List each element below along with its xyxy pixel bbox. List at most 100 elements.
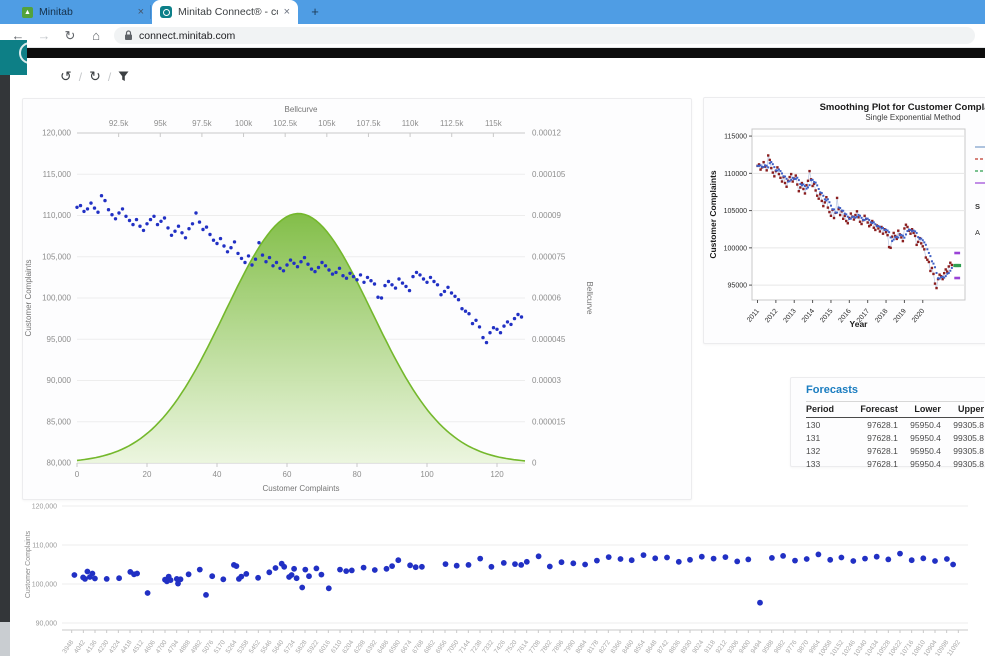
svg-text:115k: 115k (485, 119, 503, 128)
table-cell: 99305.8 (953, 458, 984, 469)
svg-text:5264: 5264 (225, 639, 239, 655)
history-icon[interactable]: ↺ (60, 68, 72, 84)
column-header: Lower (897, 401, 941, 418)
svg-text:105k: 105k (318, 119, 336, 128)
svg-text:9776: 9776 (785, 639, 799, 655)
svg-text:0: 0 (75, 470, 80, 479)
table-cell: 131 (806, 432, 821, 443)
svg-text:0.00003: 0.00003 (532, 376, 561, 385)
svg-text:2018: 2018 (874, 308, 889, 325)
legend: SA (975, 146, 985, 237)
table-cell: 99305.8 (953, 432, 984, 443)
svg-text:7144: 7144 (458, 639, 472, 655)
bottom-scatter-chart: 90,000100,000110,000120,0003948404241364… (25, 504, 968, 656)
svg-text:9024: 9024 (691, 639, 705, 655)
scatter-points (75, 194, 524, 345)
svg-text:0.000015: 0.000015 (532, 417, 566, 426)
back-icon[interactable]: ← (11, 28, 25, 43)
svg-text:8648: 8648 (645, 639, 659, 655)
svg-text:110,000: 110,000 (32, 543, 57, 550)
svg-text:11092: 11092 (946, 639, 962, 656)
smoothing-series (756, 154, 954, 290)
svg-text:5076: 5076 (201, 639, 215, 655)
svg-text:110k: 110k (402, 119, 420, 128)
table-cell: 99305.8 (953, 419, 984, 430)
svg-text:6016: 6016 (318, 639, 332, 655)
svg-text:112.5k: 112.5k (440, 119, 464, 128)
svg-text:6956: 6956 (435, 639, 449, 655)
svg-text:8930: 8930 (680, 639, 694, 655)
svg-text:2015: 2015 (819, 308, 834, 325)
svg-text:4512: 4512 (131, 639, 145, 655)
table-cell: 130 (806, 419, 821, 430)
svg-text:60: 60 (283, 470, 292, 479)
table-cell: 132 (806, 445, 821, 456)
svg-text:7238: 7238 (470, 639, 484, 655)
svg-text:97.5k: 97.5k (192, 119, 213, 128)
bellcurve-scatter-chart: 80,000 85,000 90,000 95,000 100,000 105,000 11… (24, 105, 594, 493)
tab-close-icon[interactable]: × (283, 6, 290, 18)
svg-text:7896: 7896 (551, 639, 565, 655)
svg-text:7332: 7332 (481, 639, 495, 655)
svg-text:6580: 6580 (388, 639, 402, 655)
minitab-favicon-icon: ▲ (22, 6, 33, 18)
forecasts-title: Forecasts (806, 384, 858, 396)
minitab-connect-favicon-icon (160, 6, 172, 18)
column-header: Upper (940, 401, 984, 418)
svg-text:120: 120 (490, 470, 504, 479)
svg-text:6204: 6204 (341, 639, 355, 655)
table-cell: 95950.4 (910, 458, 941, 469)
svg-text:Bellcurve: Bellcurve (285, 105, 318, 114)
svg-text:7426: 7426 (493, 639, 507, 655)
sidebar-edge (0, 60, 10, 622)
svg-text:100000: 100000 (724, 245, 747, 252)
toolbar-separator: / (107, 69, 112, 84)
svg-text:8460: 8460 (621, 639, 635, 655)
dashboard-toolbar: ↺ / ↻ / (60, 68, 129, 85)
tab-minitab[interactable]: ▲ Minitab × (14, 0, 152, 24)
svg-text:115,000: 115,000 (43, 170, 72, 179)
tab-minitab-connect[interactable]: Minitab Connect® - connect.min × (152, 0, 298, 24)
new-tab-button[interactable]: + (311, 4, 319, 19)
svg-text:A: A (975, 228, 980, 237)
svg-text:4700: 4700 (155, 639, 169, 655)
refresh-icon[interactable]: ↻ (89, 68, 101, 84)
minitab-connect-logo[interactable] (0, 40, 27, 75)
svg-text:80,000: 80,000 (47, 459, 72, 468)
svg-text:9400: 9400 (738, 639, 752, 655)
svg-text:80: 80 (353, 470, 362, 479)
svg-text:20: 20 (143, 470, 152, 479)
svg-text:4606: 4606 (143, 639, 157, 655)
svg-text:0.00009: 0.00009 (532, 211, 561, 220)
svg-text:100,000: 100,000 (32, 582, 57, 589)
sidebar-edge-end (0, 622, 10, 656)
url-bar: ← → ↻ ⌂ connect.minitab.com (0, 24, 985, 48)
forecasts-table: Period Forecast Lower Upper 130 97628.1 95… (806, 401, 984, 470)
forward-icon[interactable]: → (37, 28, 51, 43)
filter-icon[interactable] (118, 69, 129, 85)
svg-text:8836: 8836 (668, 639, 682, 655)
svg-text:8084: 8084 (575, 639, 589, 655)
address-field[interactable]: connect.minitab.com (114, 27, 975, 44)
tab-close-icon[interactable]: × (137, 6, 144, 18)
home-icon[interactable]: ⌂ (92, 28, 100, 43)
svg-text:S: S (975, 202, 980, 211)
forecast-markers (953, 251, 962, 280)
svg-text:5546: 5546 (260, 639, 274, 655)
reload-icon[interactable]: ↻ (64, 27, 76, 43)
svg-text:0.00012: 0.00012 (532, 129, 561, 138)
table-row: 133 97628.1 95950.4 99305.8 (806, 457, 984, 470)
svg-text:4982: 4982 (190, 639, 204, 655)
svg-text:105000: 105000 (724, 208, 747, 215)
scatter-points (71, 550, 956, 606)
svg-text:7614: 7614 (516, 639, 530, 655)
svg-text:95000: 95000 (728, 283, 748, 290)
svg-text:0.000045: 0.000045 (532, 335, 566, 344)
tab-strip: ▲ Minitab × Minitab Connect® - connect.m… (0, 0, 985, 24)
svg-text:8554: 8554 (633, 639, 647, 655)
svg-text:4136: 4136 (85, 639, 99, 655)
svg-text:110,000: 110,000 (43, 211, 72, 220)
svg-text:2011: 2011 (746, 308, 761, 324)
svg-text:0.000075: 0.000075 (532, 252, 566, 261)
